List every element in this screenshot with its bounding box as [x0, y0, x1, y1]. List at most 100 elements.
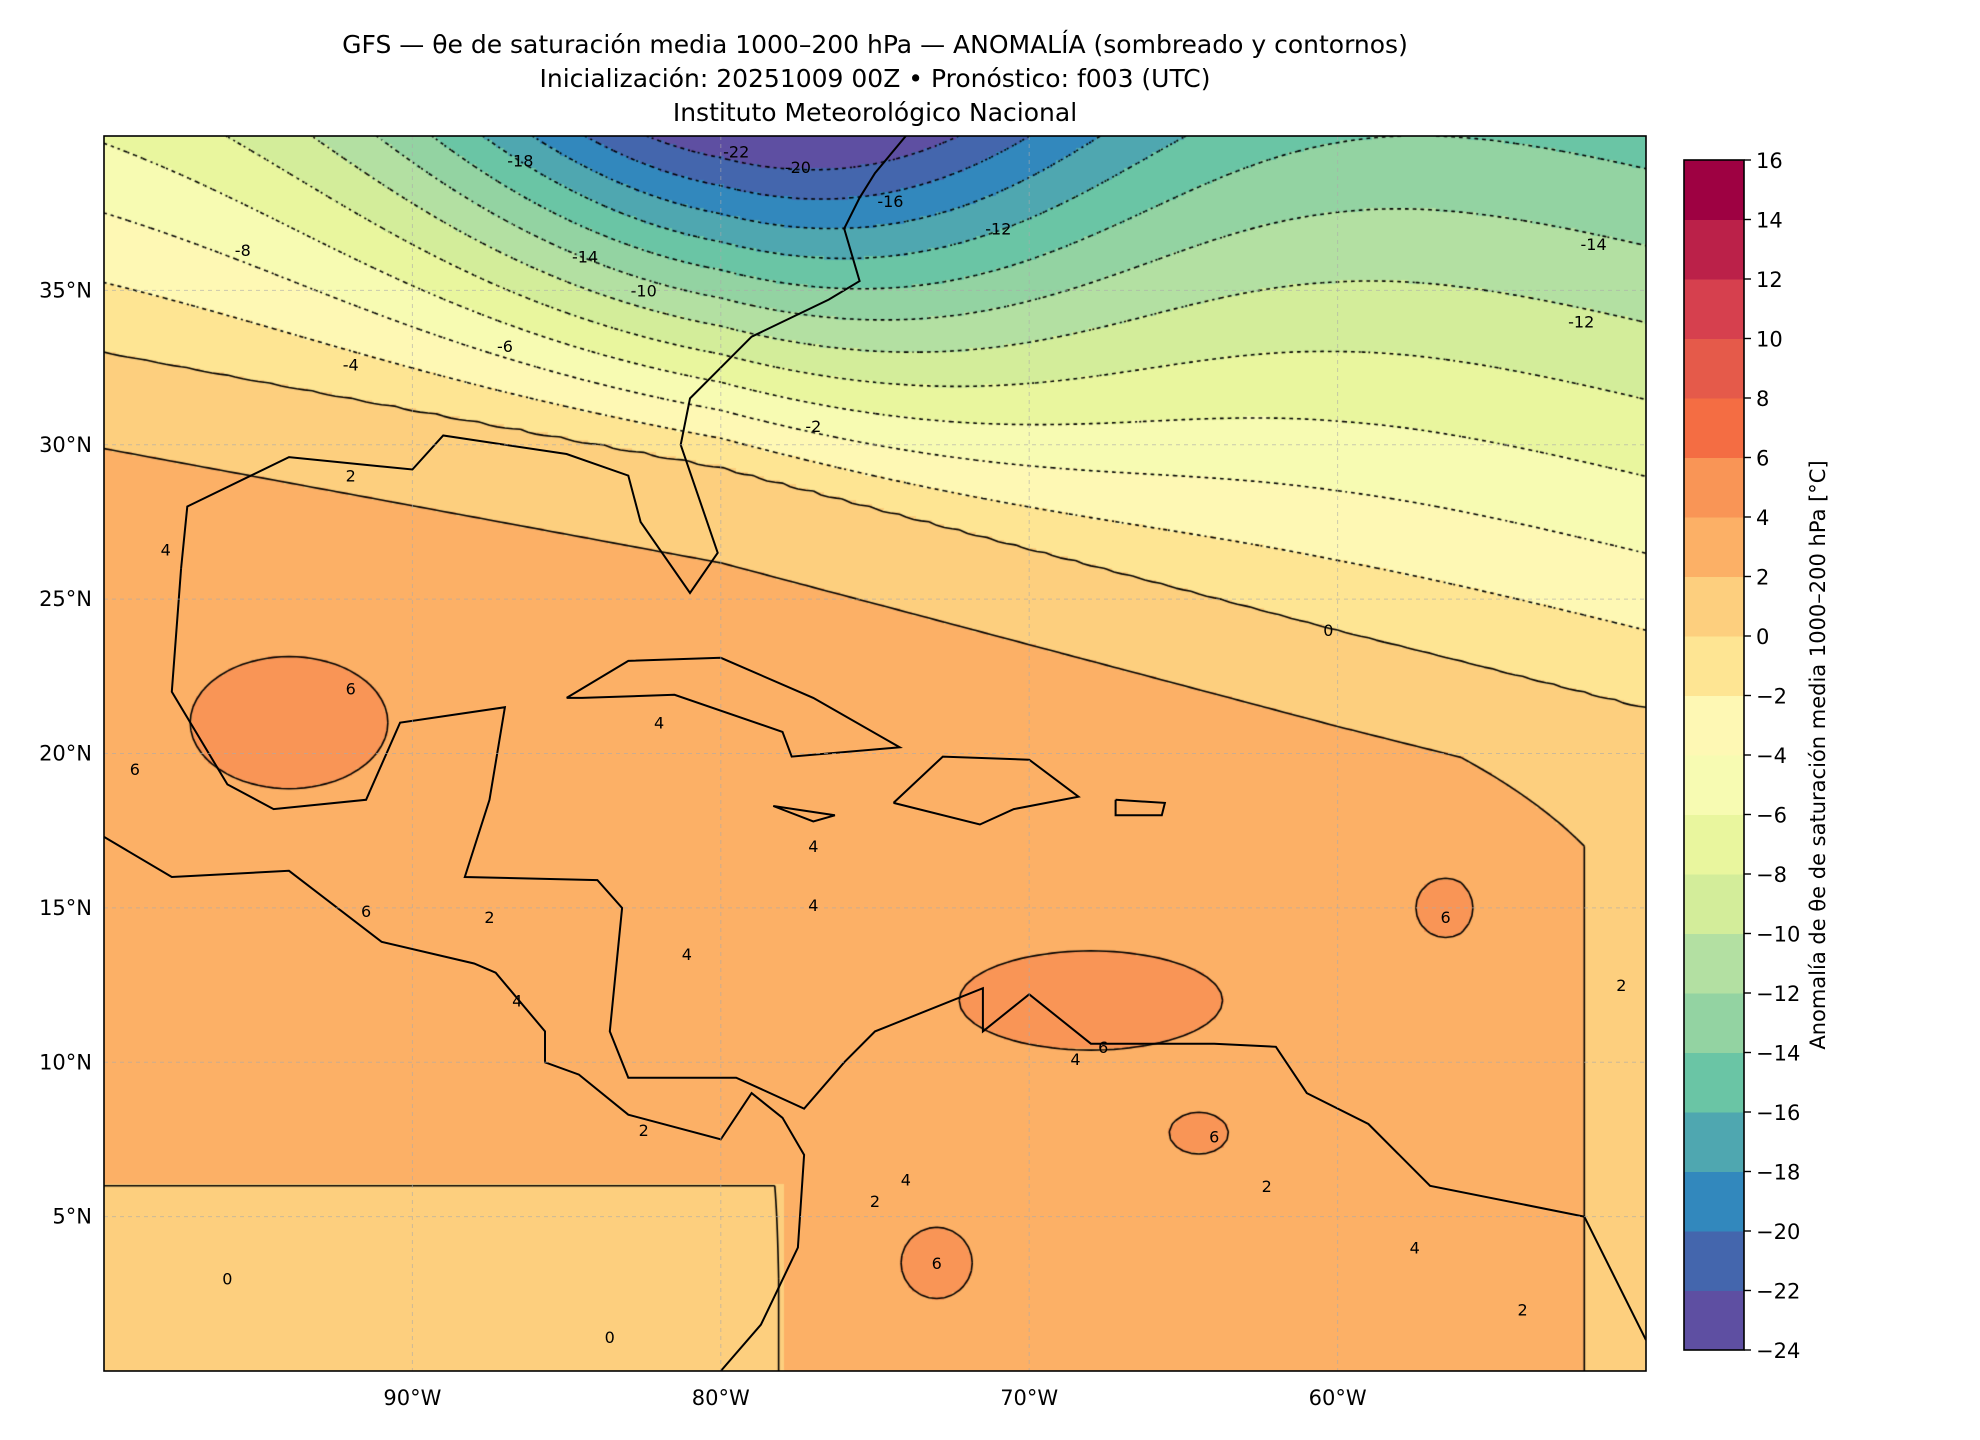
colorbar-tick-label: −14	[1756, 1042, 1800, 1066]
y-tick-label: 5°N	[52, 1205, 92, 1229]
coastline	[772, 805, 836, 823]
colorbar-tick-label: −24	[1756, 1339, 1800, 1363]
contour-label: 2	[870, 1192, 880, 1211]
contour-label: 2	[639, 1121, 649, 1140]
contour-label: 6	[932, 1254, 942, 1273]
contour-label: 6	[1440, 908, 1450, 927]
contour-label: -2	[805, 417, 821, 436]
coastline	[170, 568, 1646, 1341]
colorbar-tick-label: 0	[1756, 625, 1769, 649]
contour-label: -4	[343, 355, 359, 374]
colorbar-band	[1684, 1171, 1744, 1232]
colorbar-tick-label: −16	[1756, 1101, 1800, 1125]
colorbar-tick-label: 12	[1756, 268, 1783, 292]
colorbar-band	[1684, 517, 1744, 577]
contour-label: 2	[346, 467, 356, 486]
coastline	[180, 136, 907, 595]
colorbar-tick-label: 6	[1756, 447, 1769, 471]
chart-institution: Instituto Meteorológico Nacional	[672, 98, 1078, 127]
contour-label: 6	[346, 680, 356, 699]
y-tick-label: 15°N	[39, 896, 92, 920]
contour-label: -12	[1568, 312, 1594, 331]
colorbar-band	[1684, 398, 1744, 458]
colorbar-band	[1684, 1052, 1744, 1113]
plot-frame	[103, 135, 1647, 1372]
contour-label: -14	[1581, 235, 1607, 254]
contour-label: 2	[484, 908, 494, 927]
contour-label: -6	[497, 337, 513, 356]
contour-label: 6	[361, 902, 371, 921]
x-tick-label: 60°W	[1309, 1386, 1367, 1410]
contour-label: 0	[1323, 621, 1333, 640]
colorbar-band	[1684, 933, 1744, 994]
colorbar-tick-label: −20	[1756, 1220, 1800, 1244]
colorbar-tick-label: 2	[1756, 566, 1769, 590]
contour-label: 0	[222, 1269, 232, 1288]
colorbar-tick-label: −22	[1756, 1280, 1800, 1304]
colorbar-tick-label: −12	[1756, 982, 1800, 1006]
y-tick-label: 35°N	[39, 278, 92, 302]
contour-label: -10	[631, 281, 657, 300]
colorbar-tick-label: 8	[1756, 387, 1769, 411]
x-tick-label: 90°W	[383, 1386, 441, 1410]
contour-label: 4	[808, 896, 818, 915]
chart-title: GFS — θe de saturación media 1000–200 hP…	[342, 30, 1408, 59]
colorbar-tick-label: −6	[1756, 804, 1787, 828]
colorbar-band	[1684, 338, 1744, 399]
contour-label: -14	[572, 247, 598, 266]
colorbar-band	[1684, 1290, 1744, 1351]
contour-label: 6	[1098, 1038, 1108, 1057]
contour-label: 4	[161, 541, 171, 560]
colorbar-label: Anomalía de θe de saturación media 1000–…	[1806, 460, 1830, 1050]
colorbar-band	[1684, 1112, 1744, 1172]
contour-label: -22	[723, 142, 749, 161]
colorbar-tick-label: −4	[1756, 744, 1787, 768]
contour-label: 2	[1262, 1177, 1272, 1196]
contour-label: 4	[682, 945, 692, 964]
y-tick-label: 10°N	[39, 1050, 92, 1074]
contour-label: -16	[877, 192, 903, 211]
colorbar-tick-label: −10	[1756, 923, 1800, 947]
contour-label: 4	[512, 992, 522, 1011]
contour-label: 4	[1070, 1050, 1080, 1069]
colorbar-band	[1684, 576, 1744, 637]
y-tick-label: 25°N	[39, 587, 92, 611]
contour-label: 6	[1209, 1127, 1219, 1146]
x-tick-label: 80°W	[692, 1386, 750, 1410]
contour-label: 4	[901, 1171, 911, 1190]
colorbar-tick-label: 16	[1756, 149, 1783, 173]
contour-label: 6	[130, 760, 140, 779]
colorbar-tick-label: −8	[1756, 863, 1787, 887]
coastline	[566, 656, 903, 758]
colorbar-band	[1684, 755, 1744, 815]
colorbar-band	[1684, 874, 1744, 934]
contour-label: -8	[235, 241, 251, 260]
colorbar-tick-label: 4	[1756, 506, 1769, 530]
colorbar-band	[1684, 160, 1744, 220]
contour-label: -12	[985, 220, 1011, 239]
contour-label: 0	[605, 1328, 615, 1347]
contour-label: -20	[785, 158, 811, 177]
contour-label: 2	[1518, 1300, 1528, 1319]
colorbar-tick-label: 10	[1756, 328, 1783, 352]
contour-label: 4	[808, 837, 818, 856]
contour-label: 2	[1616, 976, 1626, 995]
y-tick-label: 30°N	[39, 433, 92, 457]
contour-label: 4	[654, 714, 664, 733]
colorbar-band	[1684, 219, 1744, 280]
colorbar-band	[1684, 695, 1744, 756]
y-tick-label: 20°N	[39, 742, 92, 766]
colorbar-band	[1684, 993, 1744, 1053]
colorbar-tick-label: −18	[1756, 1161, 1800, 1185]
contour-label: -18	[507, 152, 533, 171]
contour-label: 4	[1410, 1239, 1420, 1258]
colorbar-band	[1684, 1231, 1744, 1291]
coastline	[1114, 798, 1167, 817]
colorbar-tick-label: −2	[1756, 685, 1787, 709]
colorbar-tick-label: 14	[1756, 209, 1783, 233]
coastline	[892, 755, 1081, 826]
colorbar-band	[1684, 457, 1744, 518]
chart-subtitle: Inicialización: 20251009 00Z • Pronóstic…	[539, 64, 1211, 93]
colorbar-band	[1684, 279, 1744, 339]
coastline	[104, 836, 806, 1371]
